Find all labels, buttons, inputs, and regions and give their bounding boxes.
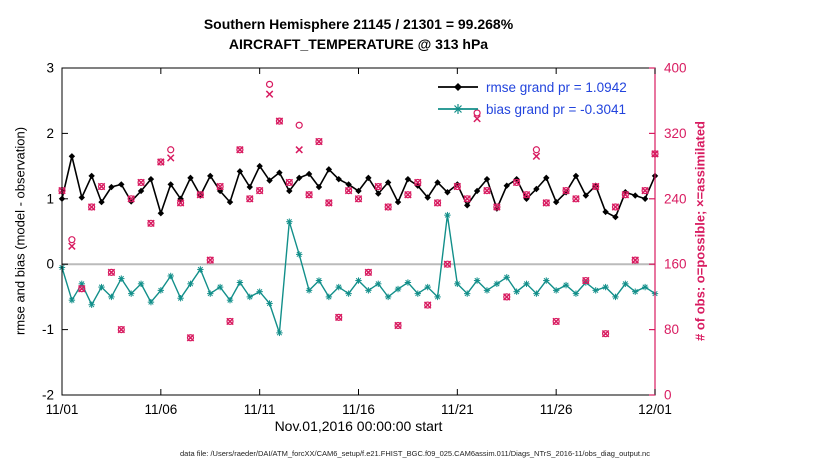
svg-text:160: 160 [664,257,687,272]
rmse-line-marker-icon [438,83,478,91]
chart-title-line2: AIRCRAFT_TEMPERATURE @ 313 hPa [228,36,489,52]
svg-text:-2: -2 [42,388,54,403]
legend-row-bias: bias grand pr = -0.3041 [438,100,627,118]
bias-series [58,211,659,337]
svg-text:320: 320 [664,126,687,141]
bias-line-marker-icon [438,104,478,114]
svg-text:11/06: 11/06 [144,402,177,417]
legend-label-bias: bias grand pr = -0.3041 [486,101,626,117]
tick-labels: 11/01 11/06 11/11 11/16 11/21 11/26 12/01 -2 -1 0… [42,61,687,418]
y-axis-left-label: rmse and bias (model - observation) [12,126,28,336]
legend-label-rmse: rmse grand pr = 1.0942 [486,79,627,95]
x-axis-label: Nov.01,2016 00:00:00 start [274,418,443,434]
svg-text:11/21: 11/21 [441,402,474,417]
obs-count-series [58,80,659,342]
y-axis-right-label: # of obs: o=possible; ×=assimilated [692,121,708,341]
svg-text:80: 80 [664,322,679,337]
svg-text:11/26: 11/26 [540,402,573,417]
svg-text:0: 0 [664,388,672,403]
svg-text:0: 0 [46,257,54,272]
legend: rmse grand pr = 1.0942 bias grand pr = -… [438,78,627,118]
svg-text:240: 240 [664,191,687,206]
svg-text:11/16: 11/16 [342,402,375,417]
svg-text:1: 1 [46,191,54,206]
svg-text:11/01: 11/01 [46,402,79,417]
svg-text:3: 3 [46,61,54,76]
svg-text:-1: -1 [42,322,54,337]
chart-title-line1: Southern Hemisphere 21145 / 21301 = 99.2… [203,16,514,32]
svg-text:400: 400 [664,61,687,76]
svg-text:11/11: 11/11 [244,402,276,417]
svg-text:12/01: 12/01 [638,402,672,417]
plot-background [62,68,655,395]
legend-row-rmse: rmse grand pr = 1.0942 [438,78,627,96]
data-file-caption: data file: /Users/raeder/DAI/ATM_forcXX/… [180,449,650,458]
rmse-series [58,153,659,221]
svg-text:2: 2 [46,126,54,141]
